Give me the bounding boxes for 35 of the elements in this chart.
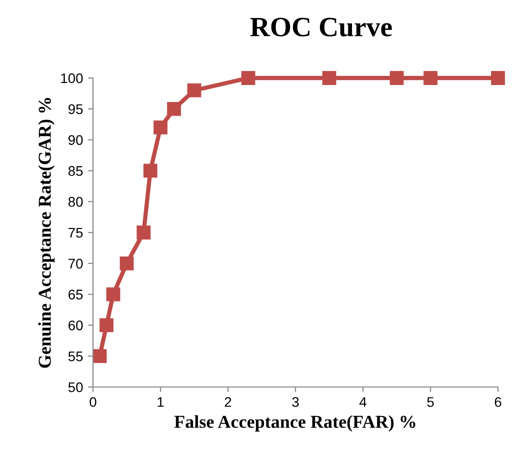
- y-tick-label: 75: [68, 228, 83, 238]
- chart-title: ROC Curve: [250, 18, 392, 36]
- y-tick-label: 70: [68, 258, 83, 269]
- x-tick-label: 3: [292, 397, 299, 407]
- point: [120, 256, 134, 270]
- x-tick-label: 1: [158, 397, 164, 407]
- x-axis-title: False Acceptance Rate(FAR) %: [174, 415, 416, 432]
- point: [491, 71, 505, 85]
- point: [167, 102, 181, 116]
- point: [154, 120, 168, 134]
- y-tick-label: 50: [68, 382, 83, 392]
- point: [106, 287, 120, 302]
- y-tick-label: 100: [61, 73, 83, 84]
- y-axis-title: Genuine Acceptance Rate(GAR) %: [38, 98, 55, 368]
- point: [143, 164, 158, 178]
- y-tick-label: 55: [68, 352, 83, 362]
- point: [100, 318, 114, 332]
- x-tick-label: 2: [224, 397, 232, 407]
- point: [187, 83, 202, 98]
- y-tick-label: 80: [68, 196, 83, 207]
- y-tick-label: 65: [68, 290, 83, 300]
- x-tick-label: 5: [427, 397, 434, 407]
- point: [241, 71, 256, 85]
- y-tick-label: 60: [68, 320, 83, 330]
- point: [390, 71, 404, 85]
- y-tick-label: 85: [68, 166, 83, 176]
- y-tick-label: 90: [68, 135, 83, 145]
- x-tick-label: 4: [359, 397, 366, 407]
- point: [424, 71, 438, 85]
- y-tick-label: 95: [68, 104, 83, 114]
- x-tick-label: 0: [90, 397, 96, 407]
- point: [92, 349, 107, 364]
- x-tick-label: 6: [494, 397, 502, 407]
- point: [322, 71, 336, 85]
- point: [136, 226, 151, 240]
